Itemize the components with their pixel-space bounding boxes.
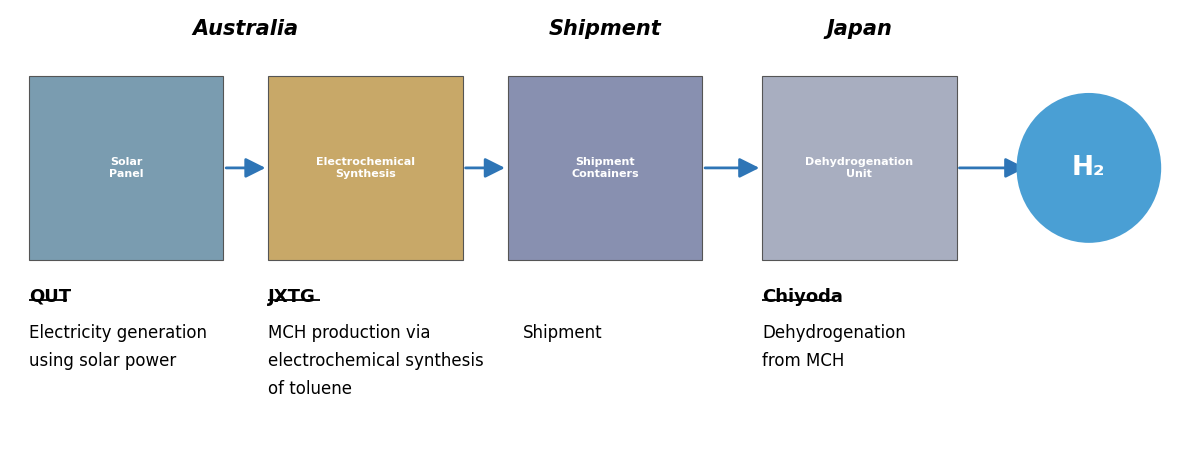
Text: from MCH: from MCH [762,352,845,370]
FancyBboxPatch shape [29,76,223,260]
Text: Shipment: Shipment [523,324,602,343]
Text: JXTG: JXTG [269,288,316,306]
Text: Dehydrogenation
Unit: Dehydrogenation Unit [805,157,913,179]
Text: Shipment
Containers: Shipment Containers [571,157,638,179]
FancyBboxPatch shape [762,76,956,260]
Text: H₂: H₂ [1072,155,1105,181]
Text: Electrochemical
Synthesis: Electrochemical Synthesis [316,157,415,179]
Text: Japan: Japan [827,19,893,39]
Text: Electricity generation: Electricity generation [29,324,206,343]
Text: electrochemical synthesis: electrochemical synthesis [269,352,484,370]
Text: Solar
Panel: Solar Panel [109,157,143,179]
FancyBboxPatch shape [269,76,463,260]
Text: Chiyoda: Chiyoda [762,288,842,306]
Text: Australia: Australia [193,19,299,39]
FancyBboxPatch shape [508,76,702,260]
Text: Dehydrogenation: Dehydrogenation [762,324,906,343]
Text: QUT: QUT [29,288,71,306]
Ellipse shape [1016,93,1162,243]
Text: of toluene: of toluene [269,380,353,398]
Text: using solar power: using solar power [29,352,176,370]
Text: MCH production via: MCH production via [269,324,431,343]
Text: Shipment: Shipment [548,19,661,39]
